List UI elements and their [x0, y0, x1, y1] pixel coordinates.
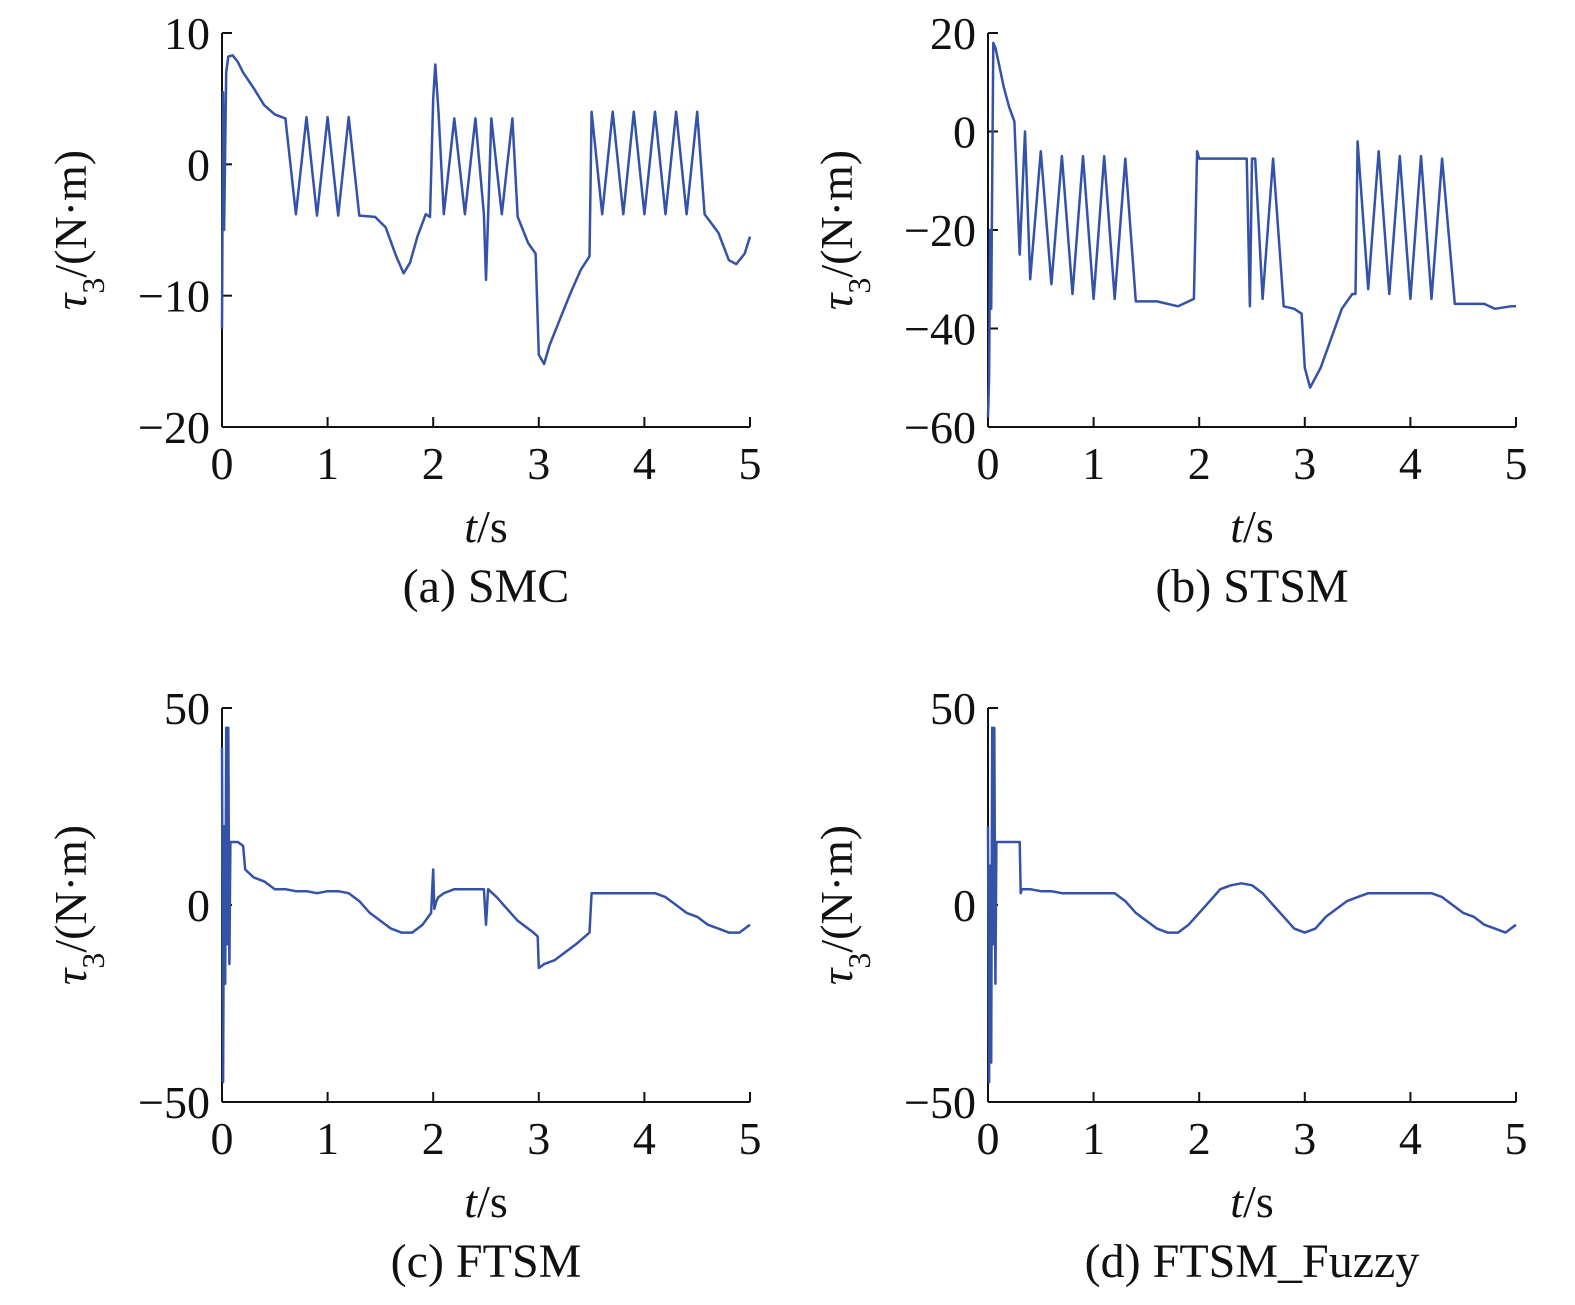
x-tick-label: 1	[316, 438, 339, 489]
x-tick-label: 3	[1293, 438, 1316, 489]
x-axis-label: t/s	[1230, 501, 1273, 552]
series-line	[220, 54, 752, 366]
y-tick-label: −50	[904, 1077, 976, 1128]
y-tick-label: −10	[138, 271, 210, 322]
x-tick-label: 0	[211, 438, 234, 489]
x-tick-label: 3	[527, 438, 550, 489]
x-tick-label: 3	[527, 1113, 550, 1164]
y-tick-label: −40	[904, 304, 976, 355]
x-tick-label: 3	[1293, 1113, 1316, 1164]
y-tick-label: 10	[164, 8, 210, 59]
x-tick-label: 2	[422, 438, 445, 489]
y-tick-label: 0	[187, 880, 210, 931]
x-tick-label: 4	[633, 1113, 656, 1164]
y-tick-label: 50	[164, 683, 210, 734]
x-tick-label: 5	[1505, 1113, 1528, 1164]
y-axis-label: τ3/(N·m)	[811, 150, 877, 310]
y-tick-label: −50	[138, 1077, 210, 1128]
x-tick-label: 0	[211, 1113, 234, 1164]
x-tick-label: 5	[739, 438, 762, 489]
y-tick-label: 0	[187, 139, 210, 190]
series-line	[986, 726, 1517, 1084]
y-tick-label: 0	[953, 880, 976, 931]
y-axis-label: τ3/(N·m)	[811, 825, 877, 985]
x-tick-label: 1	[1082, 438, 1105, 489]
y-tick-label: −20	[904, 205, 976, 256]
x-tick-label: 4	[1399, 438, 1422, 489]
panel-a: 0 1 2 3 4 5 −20 −10 0 10 t/s τ3/(N·m) (a) SMC	[45, 8, 762, 613]
x-axis-label: t/s	[464, 1176, 507, 1227]
y-tick-label: −60	[904, 402, 976, 453]
x-tick-label: 2	[1188, 438, 1211, 489]
x-axis-label: t/s	[464, 501, 507, 552]
x-tick-label: 0	[977, 438, 1000, 489]
panel-caption: (a) SMC	[403, 560, 570, 613]
x-tick-label: 4	[633, 438, 656, 489]
x-tick-label: 4	[1399, 1113, 1422, 1164]
x-tick-label: 1	[316, 1113, 339, 1164]
x-tick-label: 5	[739, 1113, 762, 1164]
y-tick-label: 0	[953, 107, 976, 158]
panel-caption: (c) FTSM	[391, 1235, 582, 1288]
y-tick-label: 50	[930, 683, 976, 734]
y-tick-label: 20	[930, 8, 976, 59]
x-tick-label: 5	[1505, 438, 1528, 489]
panel-b: 0 1 2 3 4 5 −60 −40 −20 0 20 t/s τ3/(N·m) (b) STSM	[811, 8, 1528, 613]
series-line	[986, 41, 1516, 418]
y-axis-label: τ3/(N·m)	[45, 150, 111, 310]
x-tick-label: 2	[422, 1113, 445, 1164]
x-tick-label: 2	[1188, 1113, 1211, 1164]
x-tick-label: 0	[977, 1113, 1000, 1164]
x-tick-label: 1	[1082, 1113, 1105, 1164]
y-tick-label: −20	[138, 402, 210, 453]
panel-caption: (b) STSM	[1155, 560, 1348, 613]
y-axis-label: τ3/(N·m)	[45, 825, 111, 985]
panel-caption: (d) FTSM_Fuzzy	[1085, 1235, 1420, 1288]
x-axis-label: t/s	[1230, 1176, 1273, 1227]
series-line	[220, 726, 751, 1084]
